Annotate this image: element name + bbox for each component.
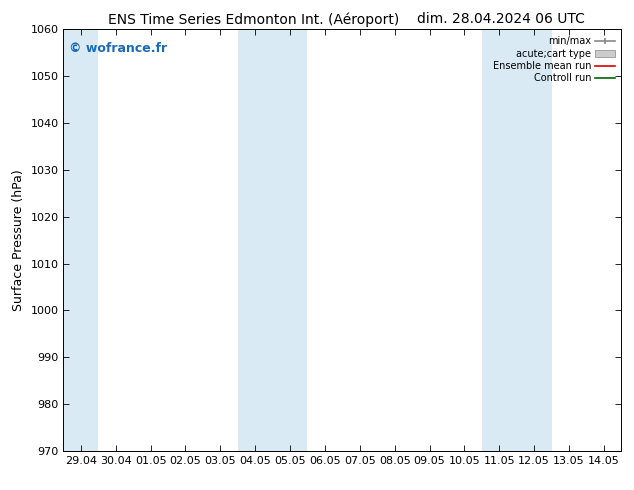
Text: © wofrance.fr: © wofrance.fr	[69, 42, 167, 55]
Bar	[517, 29, 552, 451]
Y-axis label: Surface Pressure (hPa): Surface Pressure (hPa)	[12, 169, 25, 311]
Bar	[63, 29, 98, 451]
Bar	[273, 29, 307, 451]
Bar	[482, 29, 517, 451]
Bar	[238, 29, 273, 451]
Text: dim. 28.04.2024 06 UTC: dim. 28.04.2024 06 UTC	[417, 12, 585, 26]
Text: ENS Time Series Edmonton Int. (Aéroport): ENS Time Series Edmonton Int. (Aéroport)	[108, 12, 399, 27]
Legend: min/max, acute;cart type, Ensemble mean run, Controll run: min/max, acute;cart type, Ensemble mean …	[491, 34, 616, 85]
